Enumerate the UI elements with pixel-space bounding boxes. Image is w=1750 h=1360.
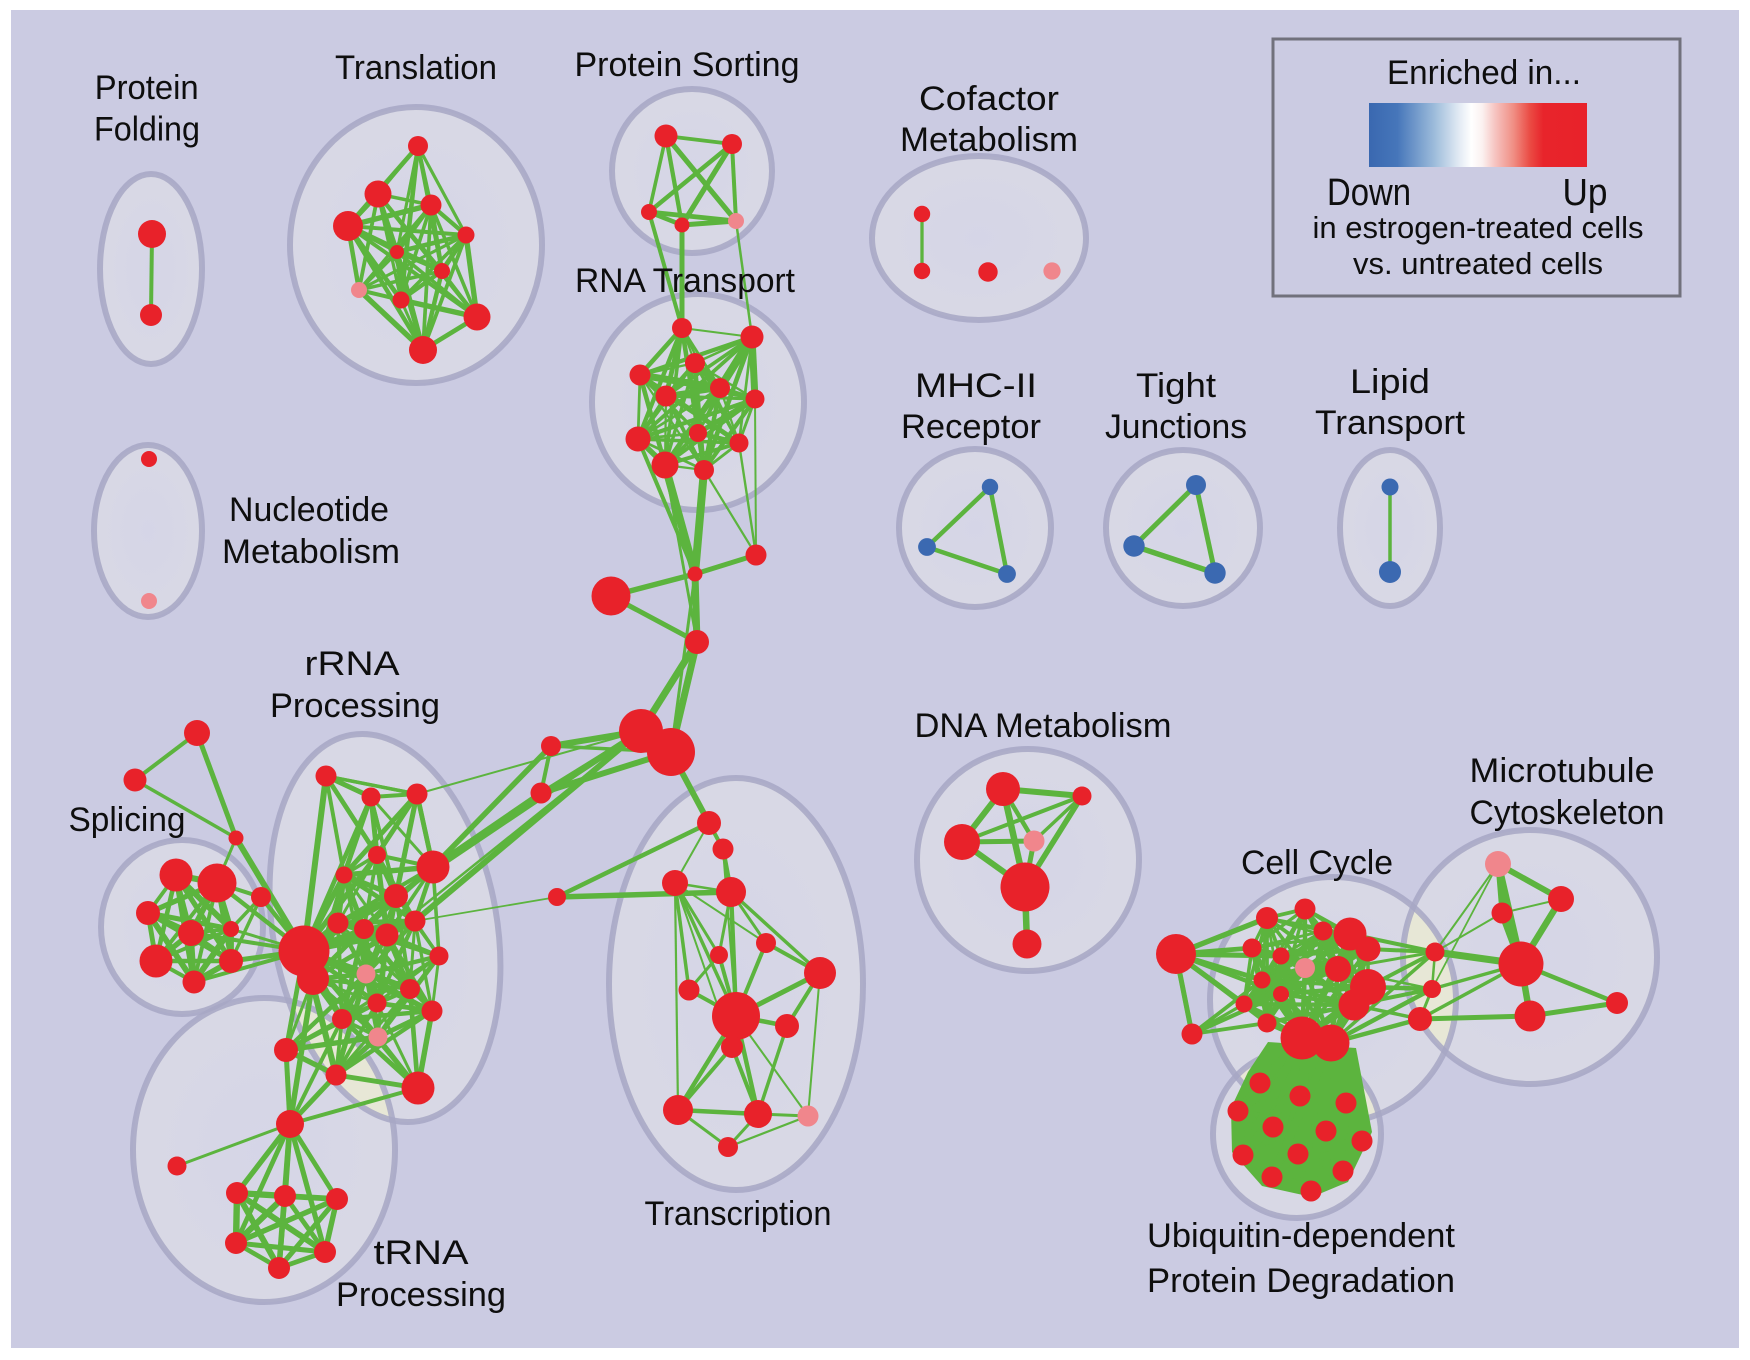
svg-text:vs. untreated cells: vs. untreated cells [1353, 246, 1603, 281]
svg-text:Cofactor: Cofactor [919, 80, 1059, 118]
svg-text:Ubiquitin-dependent: Ubiquitin-dependent [1147, 1217, 1456, 1255]
svg-text:rRNA: rRNA [305, 645, 400, 683]
svg-text:Metabolism: Metabolism [222, 533, 400, 571]
svg-text:Protein Sorting: Protein Sorting [575, 46, 800, 84]
svg-text:Processing: Processing [270, 687, 440, 725]
svg-text:Transcription: Transcription [645, 1195, 832, 1233]
svg-text:Splicing: Splicing [69, 801, 186, 839]
svg-text:Cell Cycle: Cell Cycle [1241, 844, 1393, 882]
svg-text:MHC-II: MHC-II [915, 367, 1037, 405]
svg-text:DNA Metabolism: DNA Metabolism [915, 707, 1172, 745]
svg-text:Cytoskeleton: Cytoskeleton [1470, 794, 1665, 832]
svg-text:Transport: Transport [1315, 404, 1466, 442]
svg-text:Lipid: Lipid [1350, 363, 1430, 401]
svg-text:RNA Transport: RNA Transport [575, 262, 796, 300]
svg-text:Protein Degradation: Protein Degradation [1147, 1262, 1455, 1300]
svg-text:Enriched in...: Enriched in... [1387, 54, 1581, 92]
svg-text:Down: Down [1327, 172, 1411, 214]
svg-text:Processing: Processing [336, 1276, 506, 1314]
svg-text:tRNA: tRNA [374, 1234, 469, 1272]
svg-text:Folding: Folding [94, 111, 200, 149]
svg-text:Nucleotide: Nucleotide [229, 491, 389, 529]
svg-text:Microtubule: Microtubule [1470, 752, 1655, 790]
svg-text:Translation: Translation [335, 49, 497, 87]
svg-text:Tight: Tight [1136, 367, 1217, 405]
svg-text:in estrogen-treated cells: in estrogen-treated cells [1313, 210, 1644, 245]
svg-text:Metabolism: Metabolism [900, 121, 1078, 159]
svg-text:Receptor: Receptor [901, 408, 1041, 446]
svg-text:Junctions: Junctions [1105, 408, 1247, 446]
svg-text:Up: Up [1563, 172, 1608, 214]
svg-text:Protein: Protein [95, 69, 199, 107]
